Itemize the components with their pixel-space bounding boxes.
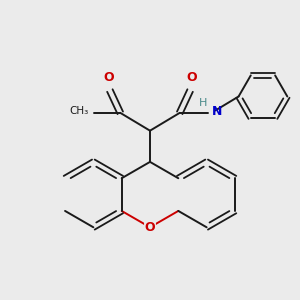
Text: H: H [199, 98, 208, 108]
Text: O: O [103, 71, 114, 84]
Text: CH₃: CH₃ [69, 106, 88, 116]
Text: O: O [186, 71, 197, 84]
Text: N: N [212, 105, 222, 118]
Text: O: O [145, 221, 155, 234]
